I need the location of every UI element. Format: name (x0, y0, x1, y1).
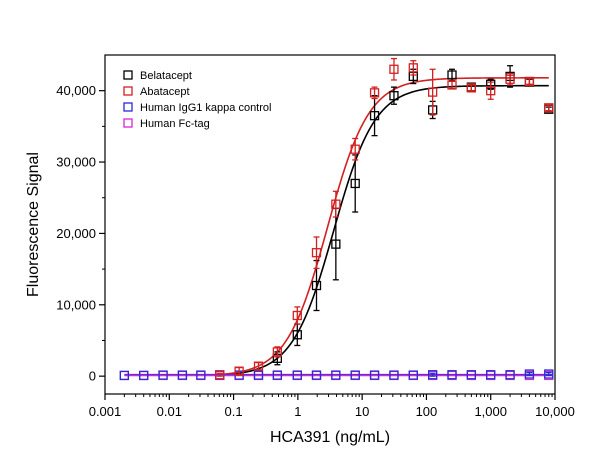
plot-frame (104, 54, 556, 395)
x-tick-label: 100 (416, 404, 438, 419)
data-point (447, 370, 457, 380)
x-tick-label: 1,000 (474, 404, 507, 419)
fit-curves (124, 77, 553, 377)
x-tick-label: 0.001 (89, 404, 122, 419)
data-point (234, 366, 244, 376)
data-point (369, 111, 380, 121)
data-point (331, 199, 341, 209)
data-point (544, 369, 554, 379)
data-point (139, 370, 149, 381)
data-point (447, 70, 457, 80)
legend-marker (123, 70, 133, 80)
y-axis-ticks: 0 10,000 20,000 30,000 40,000 (56, 83, 105, 384)
data-point (350, 144, 360, 154)
data-point (524, 369, 535, 379)
y-tick-label: 10,000 (56, 297, 96, 312)
data-point (408, 370, 418, 380)
x-tick-label: 0.1 (225, 404, 243, 419)
data-point (177, 370, 188, 380)
data-point (292, 310, 302, 321)
legend-marker (123, 118, 133, 128)
legend-marker (123, 102, 133, 112)
legend-marker (123, 86, 133, 96)
data-point (466, 83, 477, 93)
fit-curve-1 (214, 84, 549, 377)
x-tick-label: 10,000 (535, 404, 575, 419)
data-point (389, 91, 399, 101)
legend-label: Abatacept (140, 86, 190, 98)
x-tick-label: 1 (294, 404, 301, 419)
data-point (350, 370, 360, 380)
data-point (311, 248, 322, 258)
data-point (466, 370, 477, 380)
legend: Belatacept Abatacept Human IgG1 kappa cont… (123, 70, 271, 130)
data-point (253, 361, 264, 371)
data-point (486, 86, 496, 96)
data-point (369, 88, 380, 98)
x-axis-title: HCA391 (ng/mL) (270, 429, 390, 446)
data-point (486, 370, 496, 380)
data-point (408, 63, 418, 73)
data-point (369, 370, 380, 380)
data-point (524, 76, 535, 87)
data-point (292, 370, 302, 380)
data-points (119, 57, 554, 381)
data-point (196, 370, 206, 380)
legend-label: Human IgG1 kappa control (140, 102, 271, 114)
x-tick-label: 10 (355, 404, 369, 419)
y-tick-label: 20,000 (56, 226, 96, 241)
y-tick-label: 0 (89, 369, 96, 384)
data-point (215, 370, 225, 380)
data-point (350, 178, 360, 189)
data-point (272, 370, 283, 380)
data-point (119, 370, 130, 381)
data-point (544, 103, 554, 113)
data-point (158, 370, 168, 380)
y-tick-label: 30,000 (56, 155, 96, 170)
data-point (331, 370, 341, 380)
data-point (505, 74, 515, 84)
data-point (253, 370, 264, 380)
y-tick-label: 40,000 (56, 83, 96, 98)
legend-label: Human Fc-tag (140, 118, 210, 130)
x-tick-label: 0.01 (157, 404, 182, 419)
data-point (292, 330, 302, 340)
y-axis-title: Fluorescence Signal (25, 152, 42, 297)
data-point (311, 280, 322, 291)
data-point (428, 87, 438, 97)
data-point (389, 370, 399, 380)
data-point (311, 370, 322, 380)
data-point (331, 239, 341, 249)
data-point (272, 347, 283, 357)
fit-curve-2 (214, 77, 549, 376)
data-point (389, 64, 399, 74)
data-point (447, 80, 457, 90)
x-axis-ticks: 0.001 0.01 0.1 1 10 100 1,000 10,000 (89, 394, 575, 419)
data-point (428, 370, 438, 380)
data-point (505, 370, 515, 380)
legend-label: Belatacept (140, 70, 192, 82)
